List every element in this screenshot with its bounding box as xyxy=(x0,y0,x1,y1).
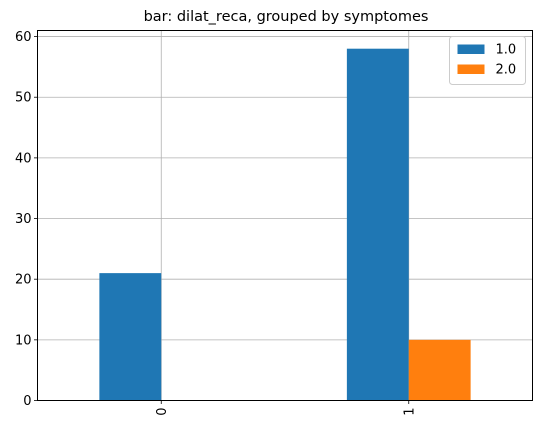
x-tick-label: 0 xyxy=(155,408,170,416)
y-tick-label: 0 xyxy=(23,394,31,409)
y-tick-label: 40 xyxy=(15,151,32,166)
plot-frame xyxy=(37,30,533,401)
bar-series-1.0-0 xyxy=(99,273,162,401)
bars xyxy=(99,48,471,401)
bar-series-2.0-1 xyxy=(408,339,471,401)
y-tick-label: 20 xyxy=(15,273,32,288)
legend-label: 2.0 xyxy=(496,63,517,78)
axis-ticks: 0 10 20 30 40 50 60 0 1 xyxy=(15,30,417,416)
x-tick-label: 1 xyxy=(402,408,417,416)
y-tick-label: 10 xyxy=(15,333,32,348)
legend-swatch xyxy=(457,44,485,54)
y-tick-label: 50 xyxy=(15,91,32,106)
bar-series-1.0-1 xyxy=(346,48,409,401)
y-tick-label: 30 xyxy=(15,212,32,227)
chart-title: bar: dilat_reca, grouped by symptomes xyxy=(144,9,429,25)
legend-swatch xyxy=(457,64,485,74)
legend: 1.02.0 xyxy=(449,36,526,85)
y-tick-label: 60 xyxy=(15,30,32,45)
legend-label: 1.0 xyxy=(496,43,517,58)
